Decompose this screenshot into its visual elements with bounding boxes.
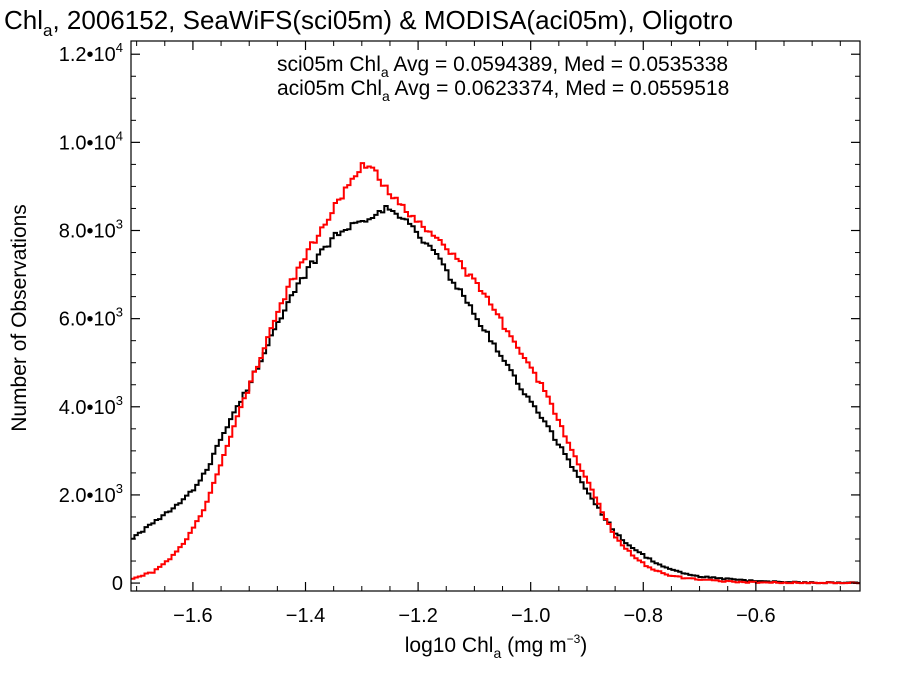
tick-layer: −1.6 −1.4 −1.2 −1.0 −0.8 −0.6 0 2.0•103 4.0•103 6…: [59, 40, 860, 627]
annotation-aci05m-stats: aci05m Chla Avg = 0.0623374, Med = 0.055…: [277, 77, 729, 104]
annotation-sci05m-stats: sci05m Chla Avg = 0.0594389, Med = 0.053…: [277, 53, 728, 80]
x-tick-label: −1.0: [511, 605, 550, 627]
plot-frame: [130, 40, 861, 592]
y-tick-label: 4.0•103: [59, 393, 123, 419]
y-tick-label: 6.0•103: [59, 305, 123, 331]
y-tick-label: 0: [112, 573, 123, 595]
series-layer: [131, 162, 860, 585]
y-tick-label: 1.2•104: [59, 40, 123, 66]
y-axis-label: Number of Observations: [8, 204, 31, 432]
y-tick-label: 1.0•104: [59, 128, 123, 154]
x-tick-label: −1.2: [398, 605, 437, 627]
y-tick-label: 8.0•103: [59, 217, 123, 243]
x-tick-label: −0.6: [736, 605, 775, 627]
x-tick-label: −1.6: [173, 605, 212, 627]
x-tick-label: −0.8: [624, 605, 663, 627]
chart-title: Chla, 2006152, SeaWiFS(sci05m) & MODISA(…: [4, 5, 733, 40]
series-line-sci05m: [131, 205, 860, 585]
x-tick-label: −1.4: [286, 605, 325, 627]
x-axis-label: log10 Chla (mg m−3): [405, 632, 588, 661]
y-tick-label: 2.0•103: [59, 481, 123, 507]
series-line-aci05m: [131, 162, 860, 585]
